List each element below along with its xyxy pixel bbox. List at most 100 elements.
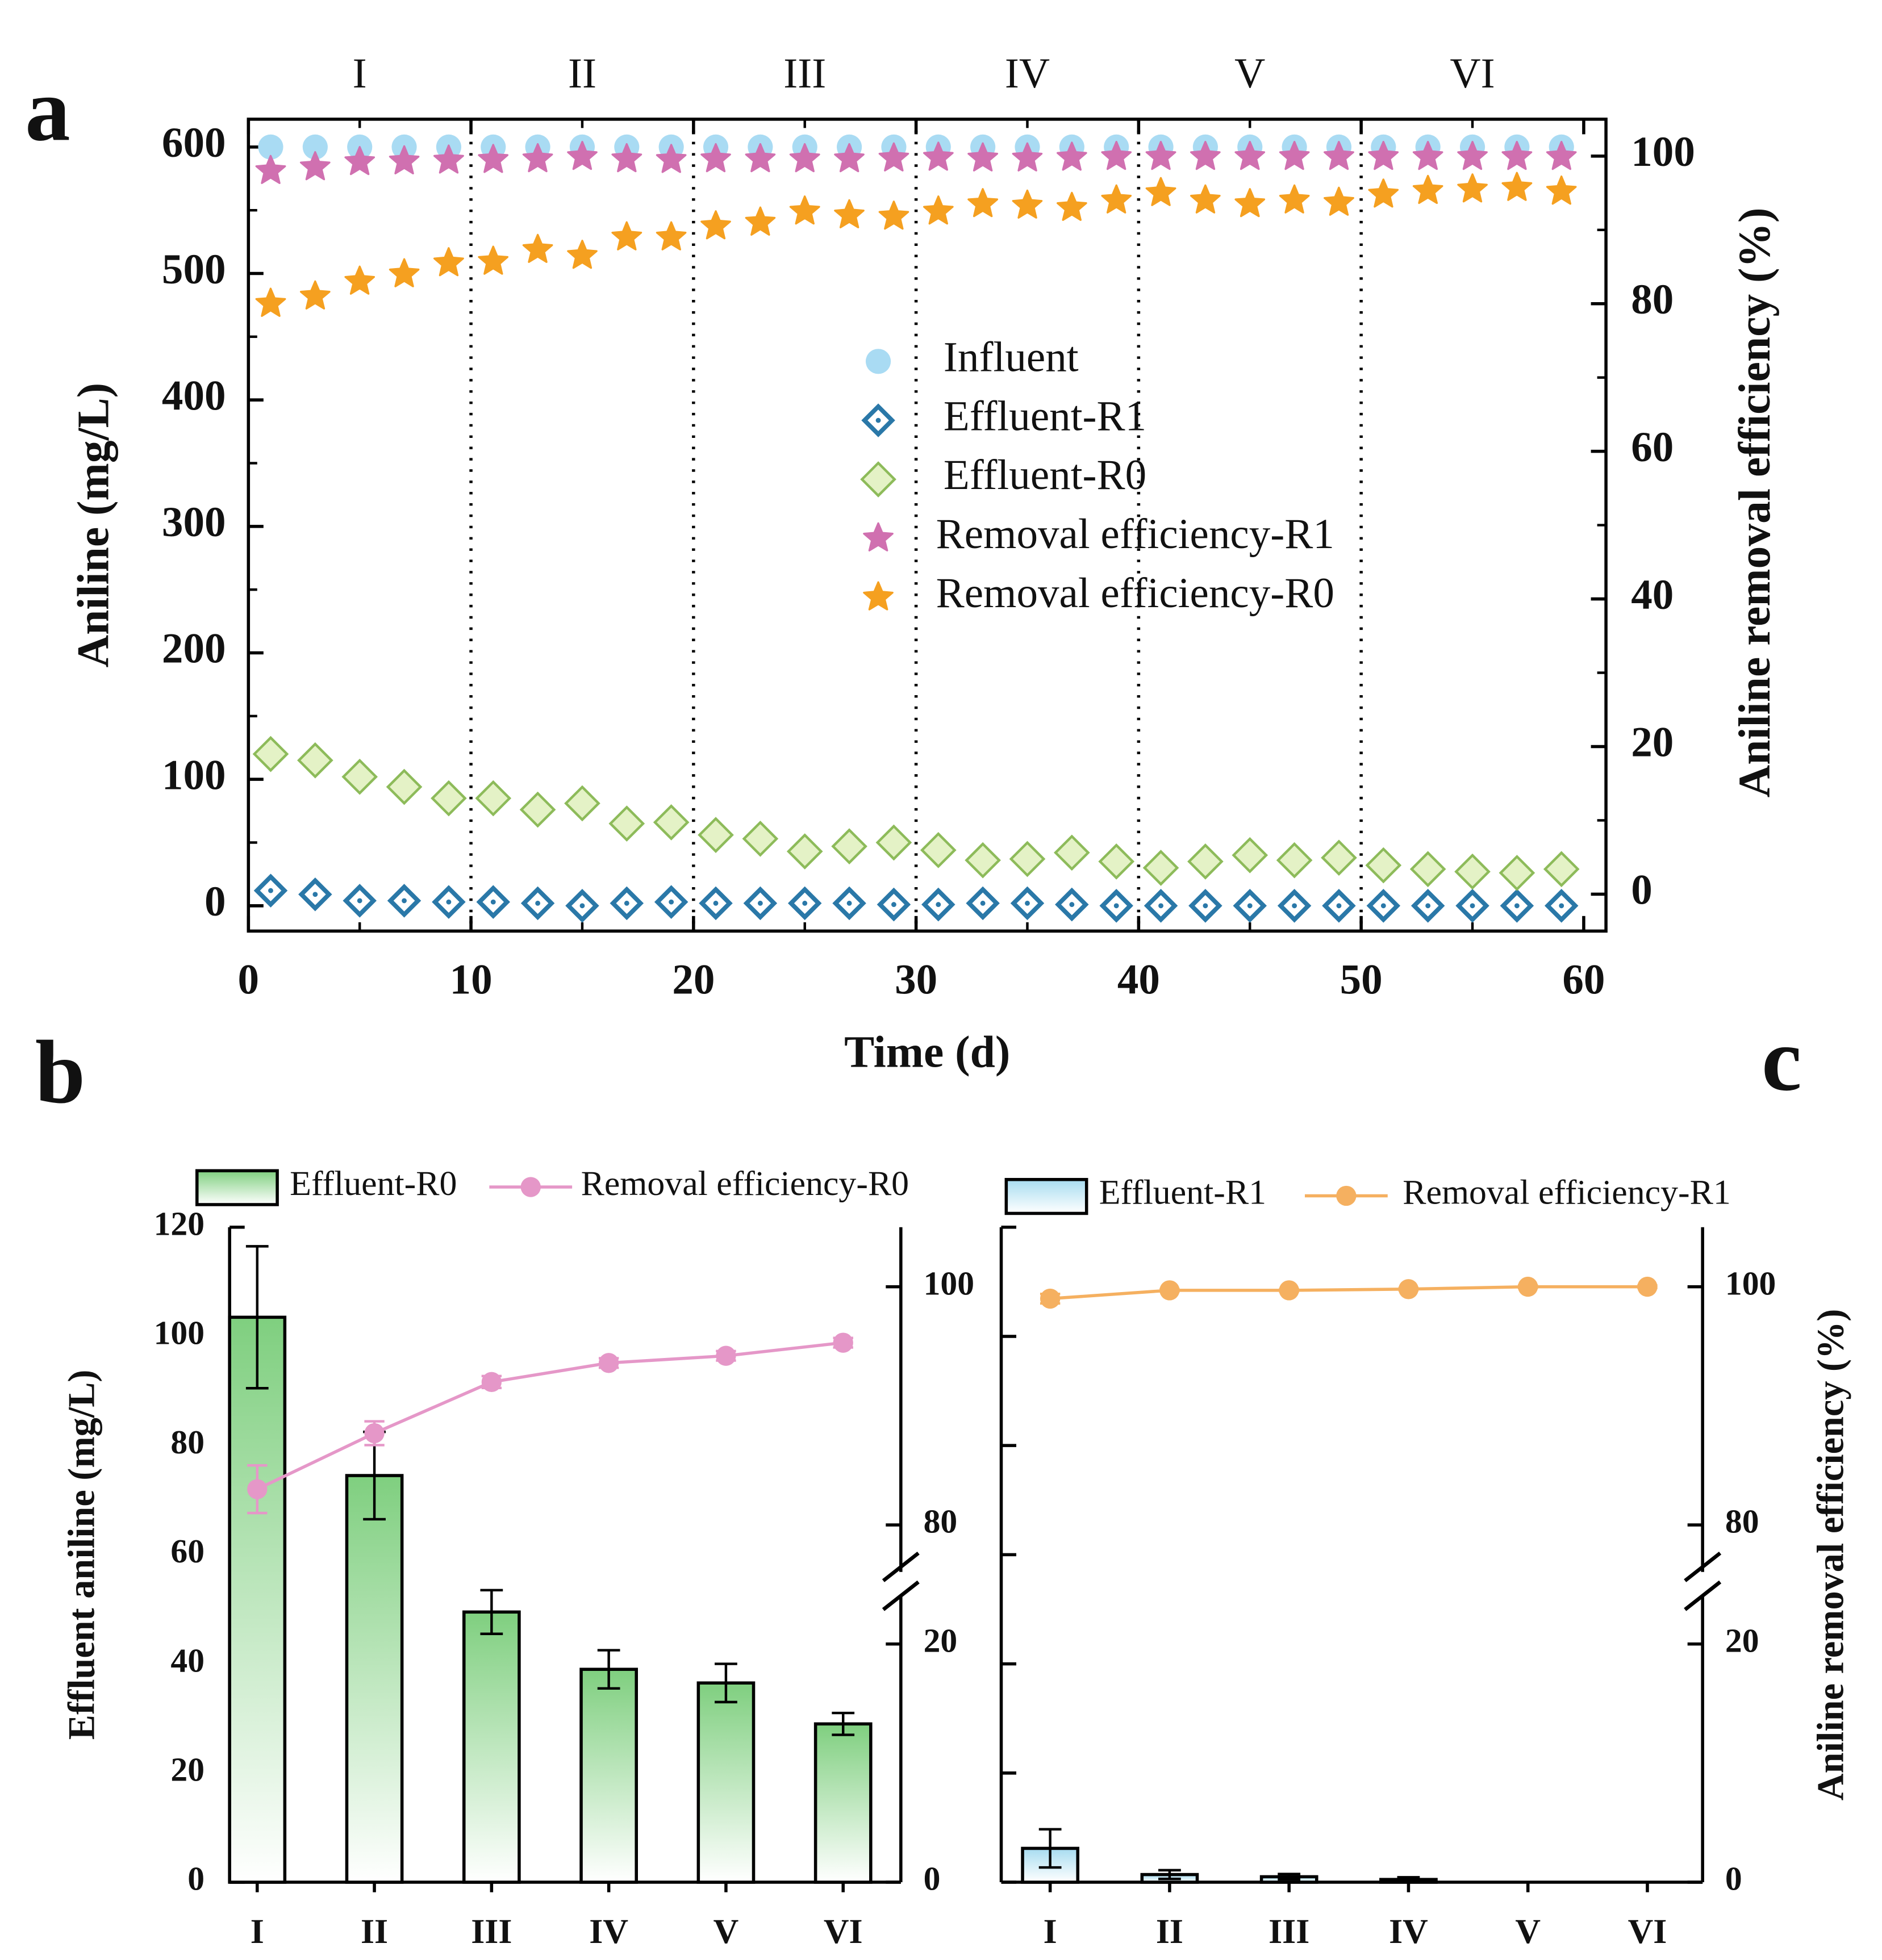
bar xyxy=(696,1681,756,1884)
marker-dot xyxy=(535,900,541,906)
legend-label: Effluent-R1 xyxy=(944,392,1146,440)
bar xyxy=(813,1722,873,1884)
marker-dot xyxy=(1470,903,1475,909)
line-point xyxy=(247,1479,268,1499)
y2-tick-label: 40 xyxy=(1631,571,1674,618)
phase-label: V xyxy=(1234,50,1265,97)
bar xyxy=(462,1610,521,1884)
marker xyxy=(1457,140,1488,170)
marker-shape xyxy=(967,188,999,218)
marker-shape xyxy=(519,791,556,828)
marker-shape xyxy=(1454,853,1491,890)
marker xyxy=(1409,851,1446,888)
marker xyxy=(608,805,645,842)
marker xyxy=(861,403,895,437)
marker xyxy=(653,804,690,841)
marker-dot xyxy=(624,900,629,906)
marker-shape xyxy=(1368,140,1399,170)
marker xyxy=(863,522,894,551)
marker-shape xyxy=(1543,851,1580,888)
marker-dot xyxy=(875,417,881,423)
y2-tick-label: 0 xyxy=(1631,867,1653,914)
marker-dot xyxy=(490,899,496,905)
x-tick-label: VI xyxy=(824,1912,863,1951)
marker xyxy=(786,833,823,870)
line-point xyxy=(1279,1280,1299,1301)
marker-shape xyxy=(1324,186,1354,216)
marker xyxy=(432,885,466,919)
marker xyxy=(1501,172,1533,201)
error-bar xyxy=(715,1662,737,1704)
marker xyxy=(1276,842,1313,879)
legend-point xyxy=(1336,1185,1357,1206)
marker-shape xyxy=(386,768,423,805)
marker xyxy=(1098,843,1135,880)
marker xyxy=(1012,142,1043,172)
bar xyxy=(579,1668,638,1884)
x-tick-label: V xyxy=(713,1912,739,1951)
marker xyxy=(920,831,957,868)
marker-shape xyxy=(255,154,286,185)
marker xyxy=(745,206,776,236)
marker-shape xyxy=(252,735,289,772)
marker-shape xyxy=(920,831,957,868)
marker-shape xyxy=(1412,140,1443,170)
marker xyxy=(610,886,644,921)
y-tick-label: 200 xyxy=(162,625,226,672)
x-axis-title: Time (d) xyxy=(844,1027,1010,1077)
legend-label: Removal efficiency-R1 xyxy=(936,511,1334,558)
marker xyxy=(1322,889,1356,923)
marker-dot xyxy=(1158,903,1163,909)
marker xyxy=(478,245,509,275)
marker-dot xyxy=(713,900,719,906)
marker xyxy=(252,735,289,772)
marker xyxy=(1055,887,1089,922)
y2-axis-title: Aniline removal efficiency (%) xyxy=(1730,207,1780,797)
marker-shape xyxy=(789,143,820,173)
legend-swatch xyxy=(1004,1178,1088,1215)
marker xyxy=(1144,889,1178,923)
axis-break xyxy=(882,1551,920,1582)
marker-shape xyxy=(564,785,600,822)
marker-shape xyxy=(611,221,642,250)
marker-dot xyxy=(579,903,585,909)
marker xyxy=(875,824,912,861)
marker xyxy=(1411,889,1445,923)
marker xyxy=(522,233,553,263)
marker xyxy=(1145,177,1176,206)
axis-break xyxy=(1684,1580,1722,1611)
marker xyxy=(1457,173,1488,203)
marker-shape xyxy=(522,143,553,173)
marker-shape xyxy=(863,581,894,611)
marker xyxy=(877,887,911,922)
marker-shape xyxy=(923,141,954,171)
marker xyxy=(787,886,822,921)
marker-shape xyxy=(745,143,776,173)
marker-shape xyxy=(1546,140,1577,170)
marker-shape xyxy=(1501,140,1533,170)
marker-shape xyxy=(478,245,509,275)
marker-shape xyxy=(653,804,690,841)
axis-break xyxy=(882,1580,920,1611)
y2-tick-label: 20 xyxy=(1725,1622,1759,1659)
marker-shape xyxy=(1234,188,1266,218)
marker-shape xyxy=(1412,174,1443,204)
panel-letter: a xyxy=(25,60,70,160)
marker-shape xyxy=(834,143,865,173)
marker-shape xyxy=(1409,851,1446,888)
marker-shape xyxy=(1501,172,1533,201)
marker-shape xyxy=(431,780,467,817)
marker xyxy=(1321,839,1357,876)
x-tick-label: 50 xyxy=(1340,956,1383,1003)
marker-shape xyxy=(1142,850,1179,886)
marker xyxy=(255,154,286,185)
marker xyxy=(1232,837,1268,874)
marker-shape xyxy=(834,199,865,228)
marker-shape xyxy=(1098,843,1135,880)
x-tick-label: I xyxy=(1044,1912,1057,1951)
marker xyxy=(1234,188,1266,218)
marker-dot xyxy=(757,900,763,906)
marker-shape xyxy=(1057,191,1087,221)
marker-dot xyxy=(669,899,674,905)
